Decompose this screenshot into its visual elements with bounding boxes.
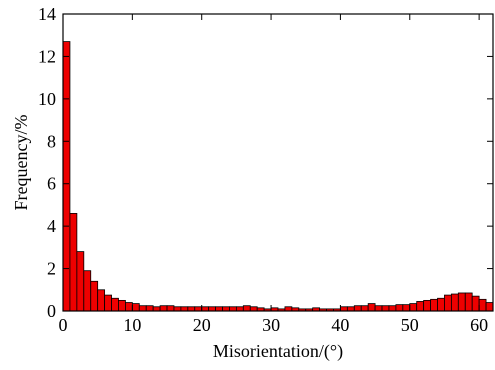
y-tick-label: 4: [47, 216, 56, 236]
y-tick-label: 14: [38, 4, 56, 24]
bar: [416, 301, 425, 312]
bar: [215, 306, 223, 312]
bar: [464, 292, 473, 312]
x-axis: 0 10 20 30 40 50 60: [59, 14, 488, 335]
bar: [180, 306, 189, 312]
bar: [444, 294, 452, 312]
bar: [402, 304, 411, 312]
bar: [76, 251, 85, 312]
x-axis-label: Misorientation/(°): [213, 341, 343, 362]
x-tick-label: 60: [470, 315, 488, 335]
plot-frame: [62, 13, 494, 312]
bar: [125, 302, 133, 312]
bar: [409, 303, 418, 312]
bar: [104, 294, 112, 312]
bar: [388, 305, 397, 312]
bar: [242, 305, 251, 312]
bar: [201, 306, 210, 312]
bar: [69, 213, 78, 312]
y-tick-label: 10: [38, 89, 56, 109]
bar: [430, 298, 438, 312]
bar: [360, 305, 369, 312]
bar: [166, 305, 175, 312]
y-tick-label: 8: [47, 131, 56, 151]
bar: [131, 303, 140, 312]
bar: [423, 299, 431, 312]
bar: [152, 306, 161, 312]
bar: [90, 280, 99, 312]
bar: [138, 305, 147, 312]
y-tick-label: 12: [38, 46, 56, 66]
bar: [485, 302, 494, 312]
bar: [478, 298, 487, 312]
bar: [367, 303, 376, 312]
bar: [173, 306, 182, 312]
y-axis-label: Frequency/%: [11, 115, 31, 211]
x-tick-label: 10: [123, 315, 141, 335]
bar: [284, 306, 293, 312]
x-tick-label: 40: [331, 315, 349, 335]
x-tick-label: 30: [262, 315, 280, 335]
bar: [97, 289, 106, 312]
bar: [471, 295, 480, 312]
y-axis: 0 2 4 6 8 10 12 14: [38, 4, 493, 321]
bar: [159, 305, 168, 312]
bar: [222, 306, 230, 312]
bar: [437, 297, 445, 312]
bar: [395, 304, 404, 312]
bar: [353, 305, 362, 312]
y-tick-label: 0: [47, 301, 56, 321]
x-tick-label: 0: [59, 315, 68, 335]
bar: [249, 306, 258, 312]
bar: [208, 306, 216, 312]
bar: [450, 293, 459, 312]
bar: [381, 305, 390, 312]
y-tick-label: 2: [47, 259, 56, 279]
bar: [111, 297, 119, 312]
y-tick-label: 6: [47, 174, 56, 194]
bar: [374, 305, 383, 312]
bar: [187, 306, 196, 312]
bar: [340, 306, 348, 312]
bar: [194, 306, 203, 312]
bar: [145, 305, 154, 312]
x-tick-label: 20: [193, 315, 211, 335]
bar: [229, 306, 237, 312]
bar: [62, 41, 71, 312]
bar: [83, 270, 92, 312]
bar: [118, 299, 126, 312]
bar: [457, 292, 466, 312]
bar: [235, 306, 244, 312]
x-tick-label: 50: [401, 315, 419, 335]
bar: [346, 306, 355, 312]
bars-group: [62, 41, 494, 312]
